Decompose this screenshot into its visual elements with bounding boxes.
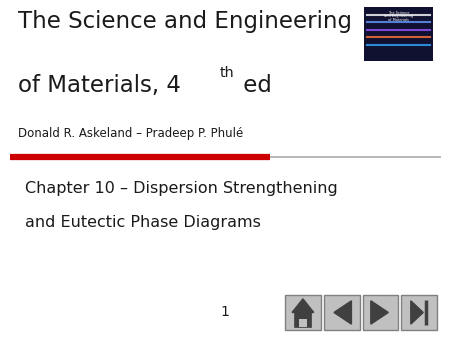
Text: of Materials: of Materials — [388, 18, 409, 22]
Text: and Engineering: and Engineering — [384, 15, 413, 18]
Bar — [285, 295, 321, 330]
Text: ed: ed — [236, 74, 272, 97]
Polygon shape — [334, 301, 351, 324]
Text: The Science: The Science — [388, 11, 409, 15]
Polygon shape — [411, 301, 423, 324]
Polygon shape — [292, 299, 314, 312]
Bar — [324, 295, 360, 330]
Text: The Science and Engineering: The Science and Engineering — [18, 10, 352, 33]
Bar — [363, 295, 398, 330]
Text: Chapter 10 – Dispersion Strengthening: Chapter 10 – Dispersion Strengthening — [25, 181, 338, 196]
Bar — [299, 319, 307, 327]
Text: of Materials, 4: of Materials, 4 — [18, 74, 181, 97]
Text: and Eutectic Phase Diagrams: and Eutectic Phase Diagrams — [25, 215, 261, 230]
Text: 1: 1 — [220, 306, 230, 319]
Polygon shape — [371, 301, 388, 324]
Bar — [401, 295, 437, 330]
Text: Donald R. Askeland – Pradeep P. Phulé: Donald R. Askeland – Pradeep P. Phulé — [18, 127, 243, 140]
Text: th: th — [220, 66, 234, 80]
Bar — [294, 312, 311, 327]
